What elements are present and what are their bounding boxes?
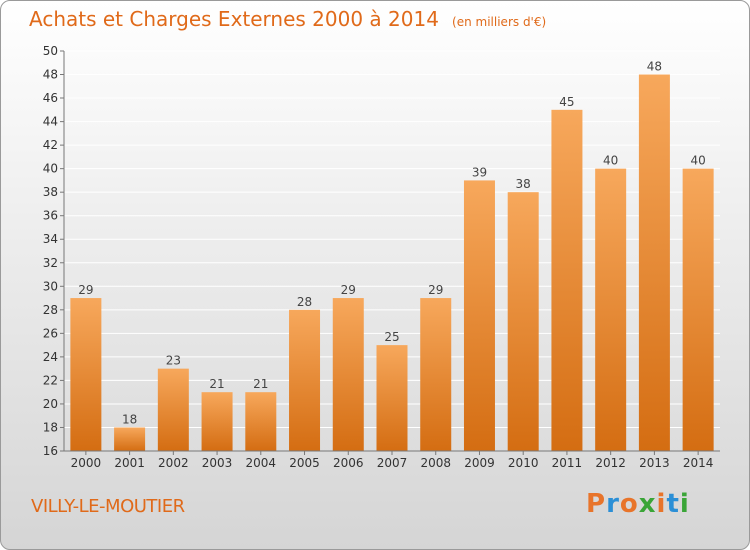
y-tick-label: 32 [43,256,58,270]
value-label-2007: 25 [384,330,399,344]
bar-2013 [638,74,670,451]
y-tick-label: 34 [43,232,58,246]
chart-title: Achats et Charges Externes 2000 à 2014 [29,7,439,31]
x-tick-label-2008: 2008 [420,456,451,470]
value-label-2014: 40 [690,154,705,168]
bar-2004 [245,392,277,451]
value-label-2011: 45 [559,95,574,109]
logo-letter: t [666,489,680,519]
x-tick-label-2005: 2005 [289,456,320,470]
x-tick-label-2012: 2012 [595,456,626,470]
y-tick-label: 46 [43,91,58,105]
bar-2008 [420,298,452,451]
value-label-2010: 38 [516,177,531,191]
bar-2003 [201,392,233,451]
bars: 29 18 23 21 21 28 29 25 29 39 38 45 40 48 40 [70,60,714,452]
x-tick-label-2001: 2001 [114,456,145,470]
x-tick-label-2007: 2007 [377,456,408,470]
logo-letter: i [679,489,690,519]
y-tick-label: 38 [43,185,58,199]
logo-letter: r [606,489,620,519]
value-label-2012: 40 [603,154,618,168]
logo-letter: o [619,489,639,519]
value-label-2002: 23 [166,354,181,368]
bar-2009 [463,180,495,452]
x-tick-label-2011: 2011 [552,456,583,470]
bar-2007 [376,345,408,451]
x-tick-label-2003: 2003 [202,456,233,470]
commune-name: VILLY-LE-MOUTIER [31,496,185,517]
y-tick-label: 30 [43,279,58,293]
y-tick-label: 16 [43,444,58,458]
x-tick-label-2010: 2010 [508,456,539,470]
y-tick-label: 26 [43,326,58,340]
value-label-2001: 18 [122,412,137,426]
bar-2002 [157,368,189,451]
value-label-2008: 29 [428,283,443,297]
title-row: Achats et Charges Externes 2000 à 2014 (… [29,7,546,31]
y-tick-label: 48 [43,68,58,82]
y-tick-label: 20 [43,397,58,411]
x-tick-label-2004: 2004 [246,456,277,470]
x-tick-label-2002: 2002 [158,456,189,470]
value-label-2013: 48 [647,60,662,74]
x-tick-label-2009: 2009 [464,456,495,470]
bar-2001 [114,427,146,451]
y-tick-label: 36 [43,209,58,223]
x-tick-label-2006: 2006 [333,456,364,470]
y-tick-label: 50 [43,44,58,58]
logo-letter: i [656,489,667,519]
y-tick-label: 42 [43,138,58,152]
y-tick-label: 24 [43,350,58,364]
bar-2000 [70,298,102,451]
value-label-2006: 29 [341,283,356,297]
value-label-2003: 21 [209,377,224,391]
bar-chart: 29 18 23 21 21 28 29 25 29 39 38 45 40 48 40 16 18 20 22 2… [43,44,720,470]
chart-unit: (en milliers d'€) [452,15,547,29]
y-tick-label: 44 [43,115,58,129]
value-label-2009: 39 [472,165,487,179]
bar-2010 [507,192,539,452]
bar-2012 [595,168,627,451]
y-tick-label: 18 [43,420,58,434]
bar-2005 [289,309,321,451]
logo-letter: P [586,489,607,519]
logo-letter: x [638,489,657,519]
bar-2006 [332,298,364,451]
x-tick-label-2014: 2014 [683,456,714,470]
value-label-2004: 21 [253,377,268,391]
x-tick-label-2000: 2000 [71,456,102,470]
value-label-2000: 29 [78,283,93,297]
y-tick-label: 22 [43,373,58,387]
bar-2014 [682,168,714,451]
axes: 16 18 20 22 24 26 28 30 32 34 36 38 40 42 44 46 48 50 2000… [43,44,720,470]
value-label-2005: 28 [297,295,312,309]
y-tick-label: 28 [43,303,58,317]
bar-2011 [551,109,583,451]
proxiti-logo[interactable]: Proxiti [586,489,690,519]
x-tick-label-2013: 2013 [639,456,670,470]
y-tick-label: 40 [43,162,58,176]
